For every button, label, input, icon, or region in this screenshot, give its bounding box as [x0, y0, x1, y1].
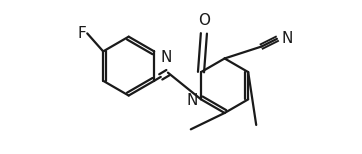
Text: N: N: [281, 31, 292, 46]
Text: O: O: [198, 13, 210, 28]
Text: F: F: [77, 26, 86, 41]
Text: N: N: [186, 93, 198, 108]
Text: N: N: [160, 50, 172, 65]
